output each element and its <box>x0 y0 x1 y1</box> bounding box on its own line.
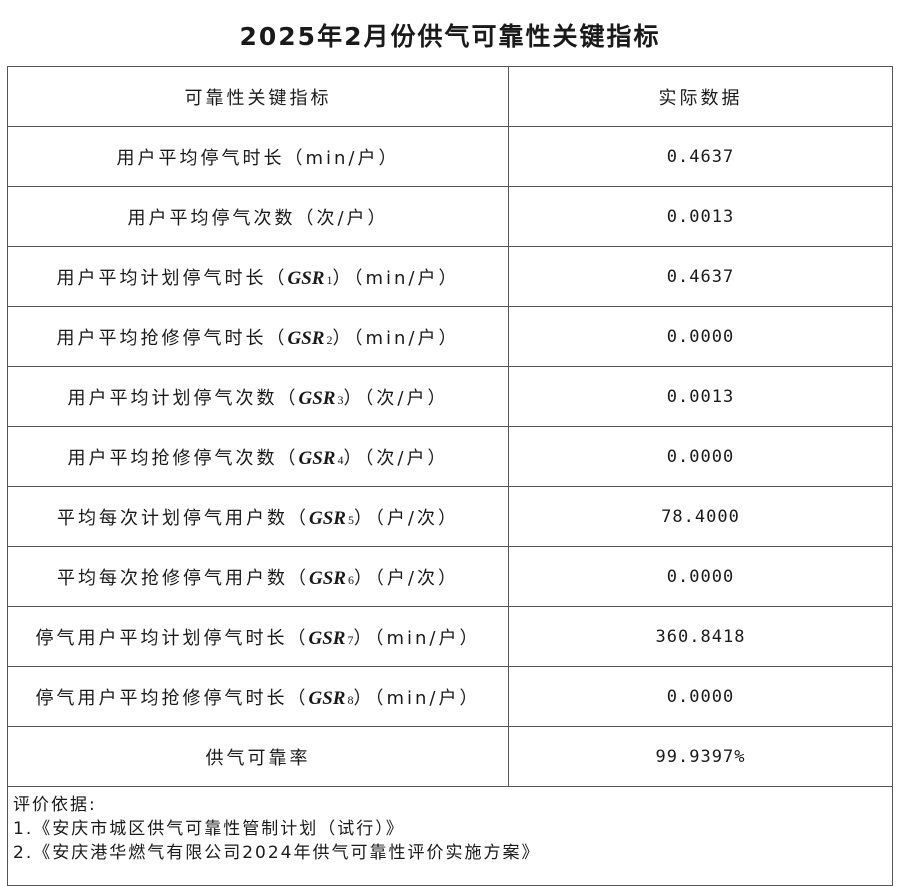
evaluation-basis-item: 1.《安庆市城区供气可靠性管制计划（试行）》 <box>13 819 405 839</box>
indicator-cell: 用户平均停气时长（min/户） <box>7 126 509 187</box>
indicator-cell: 用户平均抢修停气时长（GSR 2）（min/户） <box>7 306 509 367</box>
indicator-cell: 用户平均计划停气时长（GSR 1）（min/户） <box>7 246 509 307</box>
table-row: 平均每次抢修停气用户数（GSR 6）（户/次） 0.0000 <box>7 546 893 607</box>
indicator-code: GSR <box>287 327 325 349</box>
table-row: 用户平均计划停气时长（GSR 1）（min/户） 0.4637 <box>7 246 893 307</box>
value-cell: 78.4000 <box>508 486 893 547</box>
indicator-label: 平均每次计划停气用户数（ <box>56 507 309 529</box>
value-cell: 0.0000 <box>508 306 893 367</box>
indicator-unit: ）（min/户） <box>332 267 460 289</box>
indicator-code: GSR <box>308 627 346 649</box>
indicator-code-subscript: 3 <box>337 392 344 407</box>
evaluation-basis: 评价依据: 1.《安庆市城区供气可靠性管制计划（试行）》 2.《安庆港华燃气有限公司… <box>7 786 893 886</box>
indicator-unit: ）（min/户） <box>332 327 460 349</box>
table-row: 用户平均停气时长（min/户） 0.4637 <box>7 126 893 187</box>
value-cell: 0.0000 <box>508 666 893 727</box>
table-row: 用户平均抢修停气时长（GSR 2）（min/户） 0.0000 <box>7 306 893 367</box>
indicator-unit: ）（户/次） <box>353 567 460 589</box>
value-cell: 0.4637 <box>508 126 893 187</box>
table-row: 停气用户平均计划停气时长（GSR 7）（min/户） 360.8418 <box>7 606 893 667</box>
indicator-label: 平均每次抢修停气用户数（ <box>56 567 309 589</box>
indicator-unit: ）（户/次） <box>353 507 460 529</box>
indicator-unit: ）（次/户） <box>343 387 449 409</box>
indicator-cell: 用户平均停气次数（次/户） <box>7 186 509 247</box>
page-title: 2025年2月份供气可靠性关键指标 <box>239 22 661 51</box>
indicator-label: 用户平均抢修停气次数（ <box>67 447 299 469</box>
table-row: 用户平均停气次数（次/户） 0.0013 <box>7 186 893 247</box>
indicator-code-subscript: 6 <box>347 572 354 587</box>
indicator-cell: 供气可靠率 <box>7 726 509 787</box>
value-cell: 99.9397% <box>508 726 893 787</box>
indicator-code-subscript: 7 <box>347 632 354 647</box>
value-cell: 360.8418 <box>508 606 893 667</box>
table-row: 供气可靠率 99.9397% <box>7 726 893 787</box>
indicator-code-subscript: 2 <box>326 332 333 347</box>
reliability-table: 可靠性关键指标 实际数据 用户平均停气时长（min/户） 0.4637 用户平均停气… <box>7 66 893 886</box>
indicator-unit: ）（min/户） <box>353 687 481 709</box>
indicator-code: GSR <box>298 447 336 469</box>
indicator-label: 用户平均计划停气时长（ <box>56 267 288 289</box>
indicator-label: 用户平均抢修停气时长（ <box>56 327 288 349</box>
indicator-unit: ）（min/户） <box>353 627 481 649</box>
value-cell: 0.0013 <box>508 366 893 427</box>
table-row: 用户平均计划停气次数（GSR 3）（次/户） 0.0013 <box>7 366 893 427</box>
indicator-cell: 停气用户平均抢修停气时长（GSR 8）（min/户） <box>7 666 509 727</box>
value-cell: 0.0000 <box>508 546 893 607</box>
indicator-code: GSR <box>298 387 336 409</box>
indicator-cell: 用户平均抢修停气次数（GSR 4）（次/户） <box>7 426 509 487</box>
evaluation-basis-heading: 评价依据: <box>13 795 97 815</box>
indicator-code-subscript: 5 <box>347 512 354 527</box>
indicator-label: 用户平均停气时长（min/户） <box>116 147 400 169</box>
value-cell: 0.0000 <box>508 426 893 487</box>
value-cell: 0.4637 <box>508 246 893 307</box>
indicator-cell: 平均每次计划停气用户数（GSR 5）（户/次） <box>7 486 509 547</box>
indicator-code-subscript: 1 <box>326 272 333 287</box>
footer-row: 评价依据: 1.《安庆市城区供气可靠性管制计划（试行）》 2.《安庆港华燃气有限公司… <box>7 786 893 886</box>
header-indicator: 可靠性关键指标 <box>7 66 509 127</box>
indicator-label: 供气可靠率 <box>205 747 311 769</box>
indicator-cell: 用户平均计划停气次数（GSR 3）（次/户） <box>7 366 509 427</box>
table-row: 停气用户平均抢修停气时长（GSR 8）（min/户） 0.0000 <box>7 666 893 727</box>
indicator-label: 用户平均计划停气次数（ <box>67 387 299 409</box>
indicator-label: 停气用户平均计划停气时长（ <box>35 627 309 649</box>
evaluation-basis-item: 2.《安庆港华燃气有限公司2024年供气可靠性评价实施方案》 <box>13 843 541 863</box>
value-cell: 0.0013 <box>508 186 893 247</box>
header-actual-data: 实际数据 <box>508 66 893 127</box>
table-header-row: 可靠性关键指标 实际数据 <box>7 66 893 127</box>
indicator-code: GSR <box>287 267 325 289</box>
table-row: 平均每次计划停气用户数（GSR 5）（户/次） 78.4000 <box>7 486 893 547</box>
indicator-code: GSR <box>308 567 346 589</box>
indicator-code-subscript: 4 <box>337 452 344 467</box>
indicator-label: 停气用户平均抢修停气时长（ <box>35 687 309 709</box>
indicator-unit: ）（次/户） <box>343 447 449 469</box>
indicator-label: 用户平均停气次数（次/户） <box>127 207 389 229</box>
indicator-code-subscript: 8 <box>347 692 354 707</box>
indicator-code: GSR <box>308 507 346 529</box>
table-row: 用户平均抢修停气次数（GSR 4）（次/户） 0.0000 <box>7 426 893 487</box>
indicator-cell: 停气用户平均计划停气时长（GSR 7）（min/户） <box>7 606 509 667</box>
indicator-cell: 平均每次抢修停气用户数（GSR 6）（户/次） <box>7 546 509 607</box>
indicator-code: GSR <box>308 687 346 709</box>
